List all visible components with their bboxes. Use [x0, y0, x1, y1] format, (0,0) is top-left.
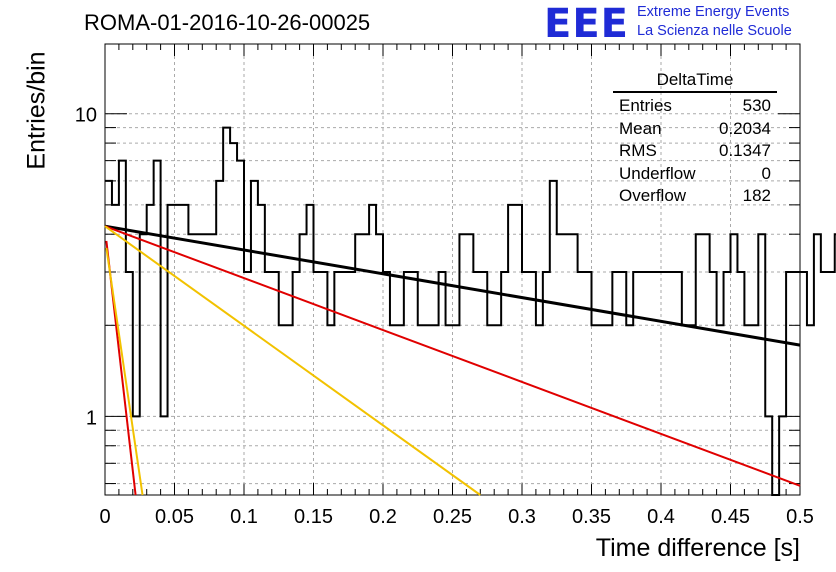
x-tick-label: 0.3 — [508, 506, 536, 528]
x-tick-label: 0.4 — [647, 506, 675, 528]
stats-value: 0.1347 — [719, 141, 771, 160]
fit-curve-yellow — [105, 247, 144, 496]
logo-caption: Extreme Energy Events La Scienza nelle S… — [637, 3, 792, 41]
stats-label: Underflow — [619, 163, 696, 183]
x-tick-label: 0.05 — [155, 506, 194, 528]
y-axis-label: Entries/bin — [22, 51, 51, 170]
stats-row-underflow: Underflow 0 — [613, 163, 777, 186]
y-tick-label: 10 — [75, 105, 97, 127]
stats-label: RMS — [619, 141, 657, 160]
histogram-outline — [105, 126, 836, 496]
stats-row-mean: Mean 0.2034 — [613, 118, 777, 141]
stats-row-overflow: Overflow 182 — [613, 185, 777, 208]
fit-curve-red — [104, 225, 801, 487]
x-tick-label: 0.45 — [711, 506, 750, 528]
stats-label: Mean — [619, 118, 662, 138]
x-axis-label: Time difference [s] — [595, 534, 800, 562]
x-tick-label: 0.1 — [230, 506, 258, 528]
x-tick-label: 0.2 — [369, 506, 397, 528]
stats-label: Overflow — [619, 186, 687, 205]
run-title: ROMA-01-2016-10-26-00025 — [84, 10, 371, 35]
logo-caption-line1: Extreme Energy Events — [637, 4, 790, 20]
x-tick-label: 0.5 — [786, 506, 814, 528]
logo-caption-line2: La Scienza nelle Scuole — [637, 23, 792, 39]
stats-box: DeltaTime Entries 530 Mean 0.2034 RMS 0.134… — [613, 70, 777, 208]
x-tick-label: 0 — [99, 506, 110, 528]
fit-curve-yellow — [104, 225, 481, 496]
eee-logo: EEE — [544, 1, 629, 47]
stats-value: 0.2034 — [719, 118, 771, 138]
x-tick-label: 0.35 — [572, 506, 611, 528]
stats-title: DeltaTime — [613, 70, 777, 93]
stats-row-entries: Entries 530 — [613, 95, 777, 118]
y-tick-label: 1 — [86, 407, 97, 429]
stats-label: Entries — [619, 96, 672, 115]
stats-value: 0 — [761, 163, 771, 183]
x-tick-label: 0.15 — [294, 506, 333, 528]
stats-value: 182 — [742, 186, 771, 205]
stats-row-rms: RMS 0.1347 — [613, 140, 777, 163]
x-tick-label: 0.25 — [433, 506, 472, 528]
fit-curve-black — [104, 224, 801, 347]
stats-value: 530 — [742, 96, 771, 115]
